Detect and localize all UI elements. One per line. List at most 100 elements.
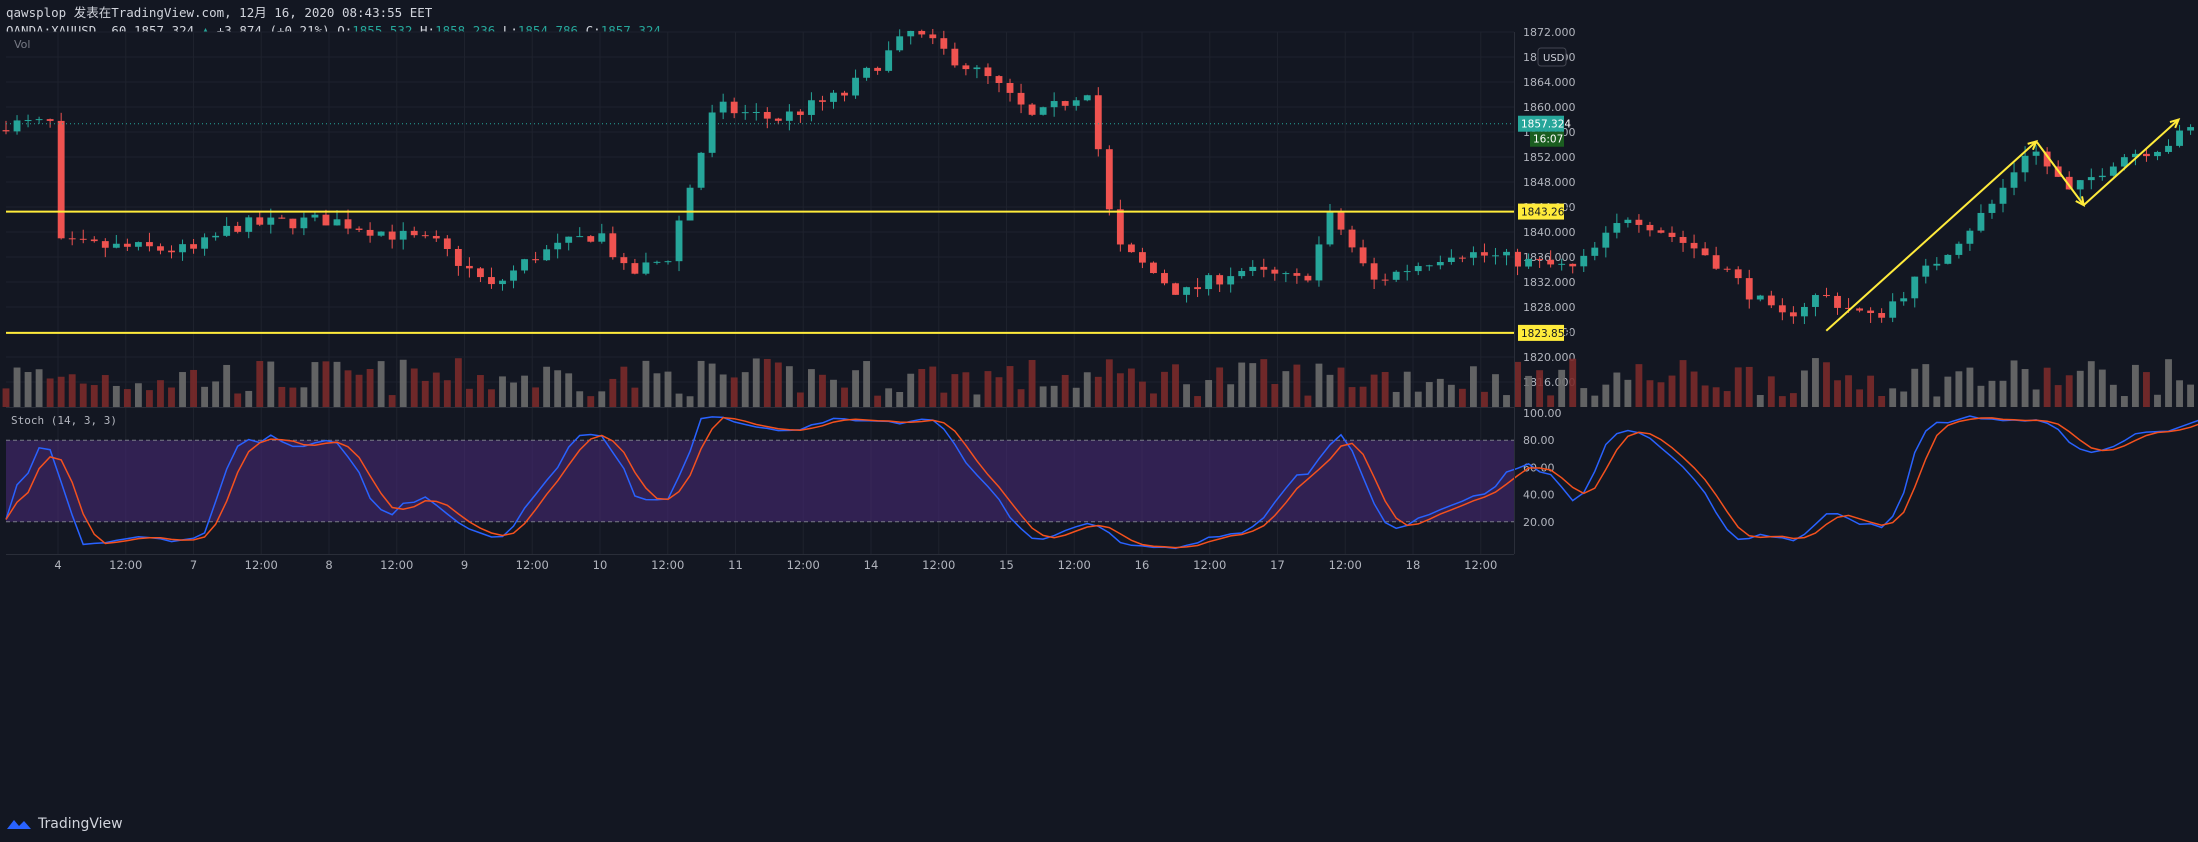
candle-body <box>1127 244 1135 253</box>
x-axis-label: 12:00 <box>1464 558 1497 572</box>
volume-bar <box>2065 375 2073 407</box>
price-axis-label: 1848.000 <box>1523 176 1576 189</box>
volume-bar <box>1039 386 1047 407</box>
volume-bar <box>2087 361 2095 407</box>
x-axis-label: 11 <box>728 558 743 572</box>
price-axis-label: 1852.000 <box>1523 151 1576 164</box>
volume-bar <box>1878 395 1886 407</box>
volume-bar <box>841 387 848 407</box>
candle-body <box>642 262 650 274</box>
candle-body <box>1933 263 1941 266</box>
candle-body <box>1436 262 1444 266</box>
volume-bar <box>785 366 793 407</box>
volume-bar <box>465 388 473 407</box>
candle-body <box>841 92 848 96</box>
price-axis-label: 1832.000 <box>1523 276 1576 289</box>
price-axis-label: 1860.000 <box>1523 101 1576 114</box>
volume-bar <box>1139 381 1146 407</box>
volume-bar <box>2143 372 2150 407</box>
x-axis-label: 12:00 <box>1329 558 1362 572</box>
x-axis-label: 14 <box>864 558 879 572</box>
candle-body <box>1591 247 1599 256</box>
volume-bar <box>1105 359 1113 407</box>
volume-bar <box>1635 364 1643 407</box>
volume-bar <box>146 390 153 407</box>
candle-body <box>333 219 341 226</box>
volume-bar <box>808 369 815 407</box>
candle-body <box>1083 95 1091 101</box>
candle-body <box>410 230 418 236</box>
volume-bar <box>1988 380 1996 407</box>
candle-body <box>300 217 308 229</box>
candle-body <box>134 242 142 247</box>
volume-bar <box>1800 370 1808 407</box>
currency-badge[interactable] <box>1537 47 1567 67</box>
candle-body <box>477 268 484 278</box>
volume-bar <box>443 380 451 407</box>
candle-body <box>1745 278 1753 300</box>
volume-bar <box>1734 367 1742 407</box>
candle-body <box>344 219 352 229</box>
candle-body <box>1337 212 1345 230</box>
price-axis-label: 1864.000 <box>1523 76 1576 89</box>
x-axis-label: 4 <box>54 558 61 572</box>
candle-body <box>2043 151 2051 167</box>
x-axis-label: 8 <box>325 558 332 572</box>
volume-bar <box>973 394 981 407</box>
candle-body <box>1172 283 1179 295</box>
candle-body <box>1017 92 1025 105</box>
volume-bar <box>1194 396 1202 407</box>
candle-body <box>587 236 595 242</box>
candle-body <box>1657 230 1665 233</box>
volume-bar <box>1580 388 1588 407</box>
volume-bar <box>1900 391 1908 407</box>
tradingview-logo[interactable]: TradingView <box>6 816 123 832</box>
trend-arrow[interactable] <box>2035 140 2085 206</box>
candle-body <box>1458 257 1466 259</box>
candle-body <box>1789 312 1797 317</box>
candle-body <box>1624 219 1632 224</box>
volume-bar <box>1889 388 1897 407</box>
volume-bar <box>245 390 253 407</box>
volume-bar <box>1304 395 1312 407</box>
candle-body <box>2098 175 2106 178</box>
volume-bar <box>1006 366 1014 407</box>
candle-body <box>1425 265 1433 267</box>
candle-body <box>245 217 253 232</box>
stoch-band <box>6 440 1514 522</box>
volume-bar <box>1282 371 1290 407</box>
price-axis-label: 1820.000 <box>1523 351 1576 364</box>
volume-bar <box>1216 367 1224 407</box>
candle-body <box>1249 266 1257 272</box>
candle-body <box>2154 151 2161 157</box>
candle-body <box>1547 259 1555 265</box>
candle-body <box>1756 295 1764 300</box>
candle-body <box>1580 255 1588 267</box>
volume-bar <box>1668 375 1676 407</box>
candle-body <box>1271 269 1279 274</box>
candle-body <box>1183 287 1190 295</box>
arrow-head <box>2169 117 2181 129</box>
volume-bar <box>1205 380 1213 407</box>
price-pane[interactable] <box>6 32 1514 407</box>
candle-body <box>399 230 407 240</box>
volume-bar <box>2043 367 2051 407</box>
volume-bar <box>830 379 837 407</box>
volume-bar <box>2131 364 2139 407</box>
candle-body <box>1900 298 1908 302</box>
candle-body <box>1139 252 1146 263</box>
volume-bar <box>300 387 308 407</box>
candle-body <box>35 119 43 121</box>
candle-body <box>1569 263 1577 267</box>
candle-body <box>1150 262 1157 274</box>
trend-arrow[interactable] <box>1825 140 2037 332</box>
candle-body <box>1944 254 1952 264</box>
candle-body <box>2131 153 2139 158</box>
volume-bar <box>1845 375 1852 407</box>
trend-arrow[interactable] <box>2083 118 2180 206</box>
volume-bar <box>1525 375 1533 407</box>
candle-body <box>1812 295 1819 307</box>
volume-bar <box>1944 376 1952 407</box>
candle-body <box>730 101 738 114</box>
